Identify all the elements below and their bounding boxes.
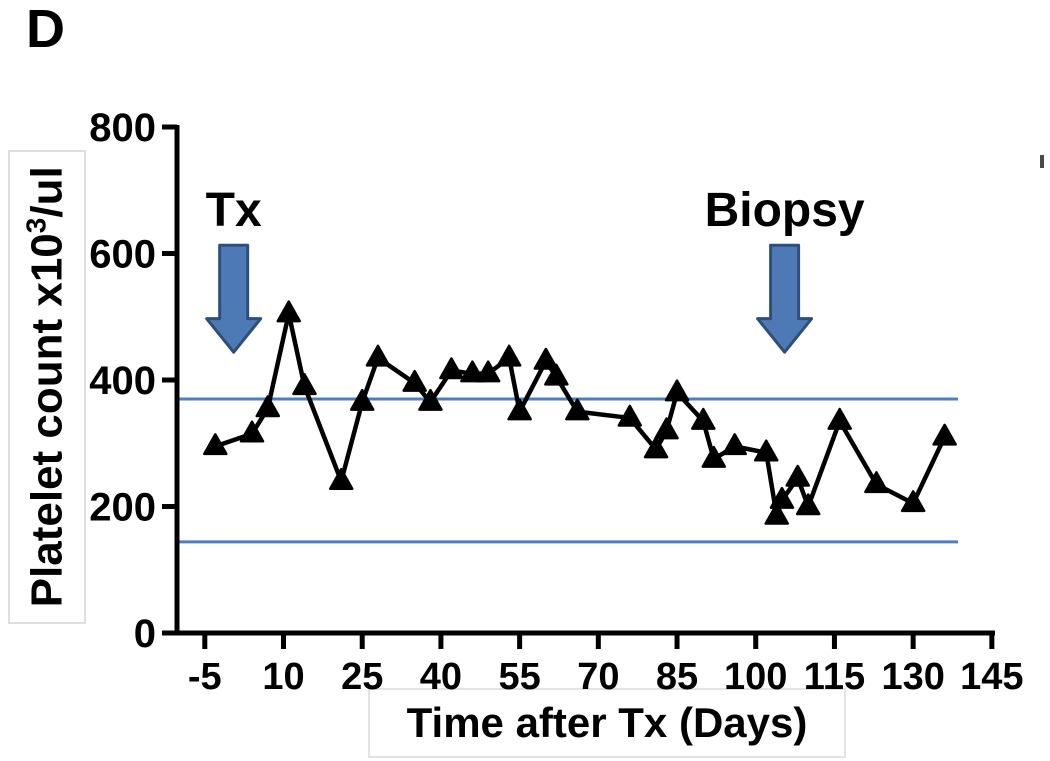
biopsy-arrow-icon bbox=[756, 243, 814, 354]
x-tick-label: 85 bbox=[656, 656, 698, 698]
data-point-marker bbox=[292, 373, 317, 396]
data-point-marker bbox=[654, 417, 679, 440]
panel-letter-label: D bbox=[26, 0, 65, 59]
data-point-marker bbox=[349, 388, 375, 411]
x-tick-label: 145 bbox=[960, 656, 1023, 698]
data-point-marker bbox=[795, 493, 821, 516]
tx-annotation-label: Tx bbox=[205, 184, 262, 237]
biopsy-annotation-label: Biopsy bbox=[704, 184, 865, 237]
y-tick-label: 0 bbox=[134, 612, 156, 656]
data-point-marker bbox=[544, 363, 569, 386]
x-tick-label: 40 bbox=[420, 656, 462, 698]
data-point-marker bbox=[900, 490, 926, 513]
data-point-marker bbox=[328, 467, 354, 490]
x-tick-label: 70 bbox=[577, 656, 619, 698]
x-axis-title-box: Time after Tx (Days) bbox=[368, 688, 846, 758]
x-tick-label: 115 bbox=[804, 656, 865, 698]
x-tick-label: 130 bbox=[881, 656, 944, 698]
data-point-marker bbox=[496, 344, 522, 367]
data-point-marker bbox=[643, 436, 669, 459]
data-point-marker bbox=[785, 464, 810, 487]
data-point-marker bbox=[565, 398, 590, 421]
x-tick-label: -5 bbox=[188, 656, 222, 698]
data-line bbox=[214, 313, 947, 517]
data-point-marker bbox=[255, 395, 281, 418]
data-point-marker bbox=[701, 445, 727, 468]
data-point-marker bbox=[764, 502, 789, 525]
data-point-marker bbox=[864, 471, 889, 494]
data-point-marker bbox=[769, 486, 795, 509]
x-tick-label: 10 bbox=[262, 656, 304, 698]
y-tick-label: 600 bbox=[89, 233, 156, 277]
data-point-marker bbox=[664, 379, 690, 402]
data-point-marker bbox=[276, 300, 302, 323]
data-point-marker bbox=[460, 360, 485, 383]
data-point-marker bbox=[722, 433, 748, 456]
data-point-marker bbox=[365, 344, 391, 367]
y-axis-title-box: Platelet count x103/ul bbox=[8, 150, 86, 624]
y-tick-label: 200 bbox=[89, 486, 156, 530]
data-point-marker bbox=[475, 360, 501, 383]
data-point-marker bbox=[533, 347, 559, 370]
data-point-marker bbox=[439, 357, 464, 380]
data-point-marker bbox=[932, 423, 957, 446]
artifact-mark bbox=[1040, 155, 1044, 168]
data-point-marker bbox=[418, 388, 443, 411]
x-tick-label: 55 bbox=[498, 656, 540, 698]
tx-arrow-icon bbox=[205, 243, 263, 354]
x-tick-label: 100 bbox=[724, 656, 787, 698]
data-point-marker bbox=[402, 369, 427, 392]
data-point-marker bbox=[617, 404, 643, 427]
y-tick-label: 800 bbox=[89, 106, 156, 150]
y-tick-label: 400 bbox=[89, 359, 156, 403]
data-point-marker bbox=[203, 433, 228, 456]
data-point-marker bbox=[507, 398, 532, 421]
data-point-marker bbox=[753, 439, 779, 462]
data-point-marker bbox=[691, 407, 716, 430]
data-point-marker bbox=[239, 420, 265, 443]
x-axis-title: Time after Tx (Days) bbox=[406, 699, 808, 746]
data-point-marker bbox=[827, 407, 852, 430]
x-tick-label: 25 bbox=[341, 656, 383, 698]
